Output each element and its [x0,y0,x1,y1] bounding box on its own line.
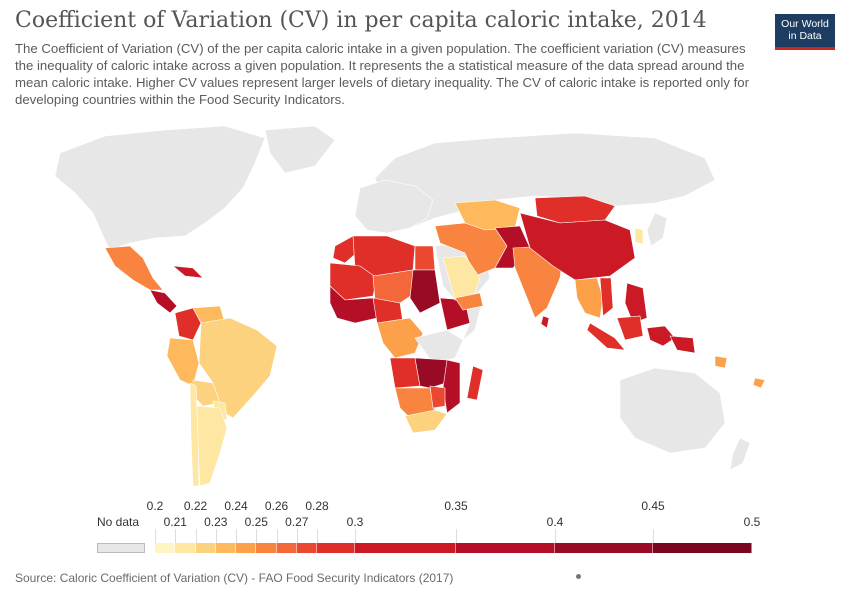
legend-tick-label: 0.35 [444,499,468,513]
legend-tick-label: 0.26 [264,499,289,513]
region-australia[interactable] [619,367,726,454]
country-vietnam-laos[interactable] [599,277,614,317]
legend-bin-6[interactable] [276,543,297,553]
region-west-africa[interactable] [329,285,378,324]
country-sudan[interactable] [409,269,441,314]
legend-tick-label: 0.3 [346,515,364,529]
legend-tick-mark [456,529,457,543]
country-niger-chad[interactable] [372,269,416,304]
country-sri-lanka[interactable] [540,315,550,329]
country-mozambique[interactable] [442,359,461,414]
country-south-africa[interactable] [404,409,448,434]
legend-tick-label: 0.2 [146,499,164,513]
country-indonesia-sumatra[interactable] [586,322,626,351]
country-zimbabwe[interactable] [429,385,446,409]
legend-bin-4[interactable] [236,543,257,553]
legend-bin-5[interactable] [256,543,277,553]
legend-bin-10[interactable] [456,543,555,553]
legend-tick-label: 0.21 [163,515,187,529]
legend-bin-9[interactable] [355,543,456,553]
legend-tick-mark [256,529,258,543]
legend-tick-mark [317,529,318,543]
country-china[interactable] [519,212,636,281]
world-map [54,125,766,487]
region-north-america[interactable] [54,125,266,251]
country-argentina[interactable] [194,405,228,487]
legend-no-data-label: No data [97,515,140,529]
source-note: Source: Caloric Coefficient of Variation… [15,571,454,585]
legend-tick-label: 0.23 [204,515,228,529]
legend-tick-mark [236,529,237,543]
legend-tick-label: 0.28 [305,499,329,513]
legend-no-data-swatch[interactable] [97,543,145,553]
chart-title: Coefficient of Variation (CV) in per cap… [15,8,707,33]
logo-line-2: in Data [788,30,822,42]
region-central-africa[interactable] [376,317,424,359]
region-central-america[interactable] [149,289,178,314]
legend-bin-3[interactable] [215,543,236,553]
legend-bin-7[interactable] [296,543,317,553]
country-fiji[interactable] [752,377,766,389]
legend-tick-mark [276,529,278,543]
region-pacific-islands[interactable] [714,355,728,369]
legend-tick-mark [296,529,298,543]
timeline-dot[interactable] [576,574,581,579]
region-new-zealand[interactable] [729,437,751,471]
legend-bin-12[interactable] [653,543,752,553]
region-europe[interactable] [354,179,434,234]
country-indonesia-east[interactable] [646,325,676,347]
country-ecuador-peru[interactable] [166,337,200,387]
legend-tick-label: 0.22 [183,499,208,513]
legend-bin-0[interactable] [155,543,176,553]
region-japan[interactable] [646,212,668,247]
country-mexico[interactable] [104,245,164,291]
legend-tick-mark [215,529,217,543]
legend-bin-2[interactable] [195,543,216,553]
legend-tick-label: 0.27 [285,515,309,529]
country-colombia[interactable] [174,307,202,341]
legend-tick-mark [653,529,654,543]
legend-tick-label: 0.4 [546,515,564,529]
legend-tick-mark [555,529,556,543]
logo-line-1: Our World [781,18,829,30]
legend-tick-label: 0.24 [224,499,248,513]
country-papua-new-guinea[interactable] [669,335,696,354]
legend-bin-1[interactable] [175,543,196,553]
region-greenland[interactable] [264,125,336,174]
country-yemen[interactable] [454,292,484,311]
legend-bin-8[interactable] [317,543,355,553]
legend-tick-label: 0.5 [743,515,761,529]
country-egypt[interactable] [414,245,436,271]
country-saudi-arabia[interactable] [442,255,481,301]
owid-logo[interactable]: Our World in Data [775,14,835,50]
country-chile[interactable] [189,382,200,487]
legend-tick-mark [175,529,177,543]
legend-tick-mark [155,529,156,543]
country-brazil[interactable] [198,317,278,419]
country-madagascar[interactable] [466,365,484,401]
country-indonesia-borneo[interactable] [616,315,644,341]
legend-bin-11[interactable] [555,543,653,553]
legend-tick-label: 0.25 [244,515,268,529]
legend-tick-mark [195,529,197,543]
region-caribbean[interactable] [172,265,204,279]
legend-tick-label: 0.45 [641,499,665,513]
region-southeast-asia[interactable] [574,277,604,319]
legend-tick-mark [355,529,356,543]
country-korea[interactable] [634,227,644,245]
chart-subtitle: The Coefficient of Variation (CV) of the… [15,41,749,107]
